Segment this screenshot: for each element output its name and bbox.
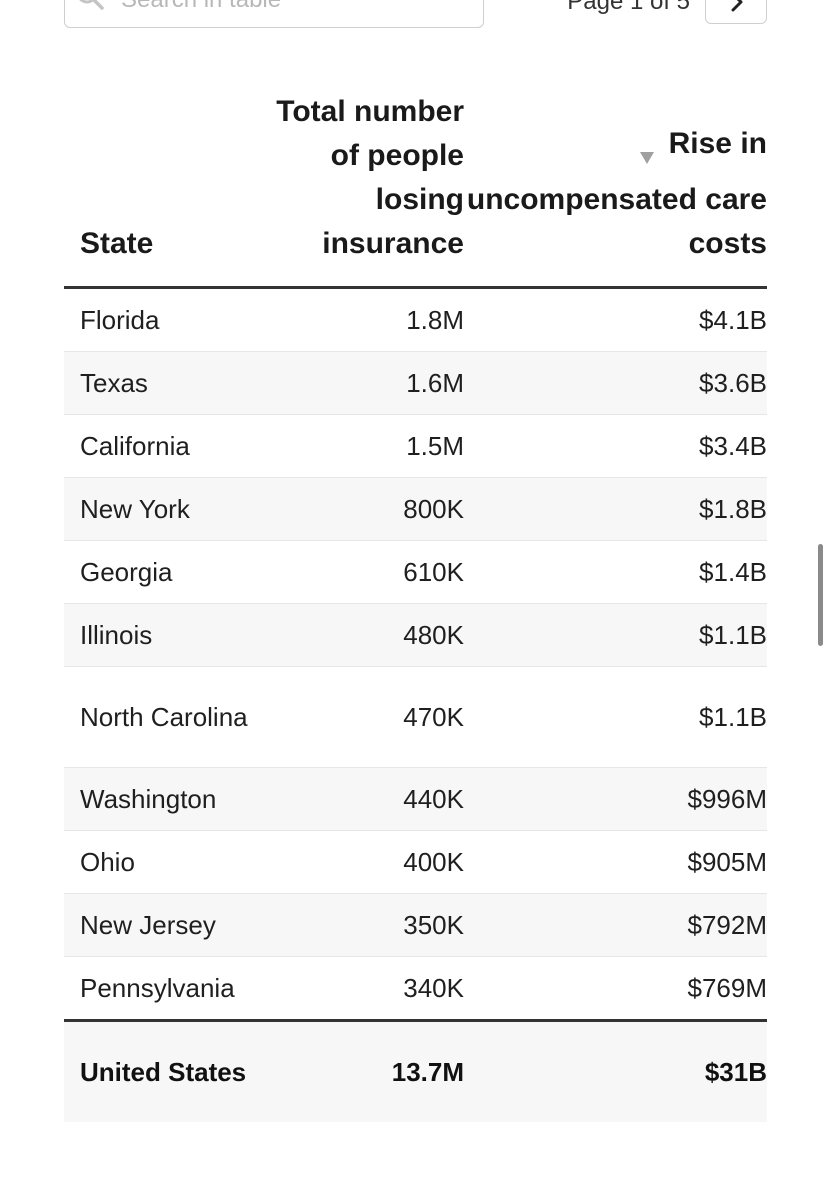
state-cell: New York (64, 477, 264, 541)
total-cost-cell: $31B (464, 1019, 767, 1122)
chevron-right-icon (731, 0, 743, 12)
cost-cell: $769M (464, 956, 767, 1021)
data-table: State Total number of people losing insu… (64, 78, 767, 1122)
column-header-people[interactable]: Total number of people losing insurance (264, 78, 464, 289)
table-row: California 1.5M $3.4B (64, 414, 767, 478)
cost-cell: $996M (464, 767, 767, 831)
table-row: Texas 1.6M $3.6B (64, 351, 767, 415)
state-cell: North Carolina (64, 666, 264, 768)
people-cell: 800K (264, 477, 464, 541)
state-cell: New Jersey (64, 893, 264, 957)
table-row: Ohio 400K $905M (64, 830, 767, 894)
people-cell: 610K (264, 540, 464, 604)
cost-cell: $1.1B (464, 603, 767, 667)
state-cell: Georgia (64, 540, 264, 604)
people-cell: 1.8M (264, 287, 464, 352)
search-box[interactable] (64, 0, 484, 28)
cost-cell: $1.1B (464, 666, 767, 768)
state-cell: Washington (64, 767, 264, 831)
table-row: New Jersey 350K $792M (64, 893, 767, 957)
people-cell: 440K (264, 767, 464, 831)
state-cell: Texas (64, 351, 264, 415)
people-cell: 480K (264, 603, 464, 667)
column-header-cost[interactable]: Rise in uncompensated care costs (464, 78, 767, 289)
people-cell: 1.5M (264, 414, 464, 478)
people-cell: 1.6M (264, 351, 464, 415)
search-icon (75, 0, 105, 17)
table-row: Florida 1.8M $4.1B (64, 287, 767, 352)
cost-cell: $792M (464, 893, 767, 957)
table-body: Florida 1.8M $4.1B Texas 1.6M $3.6B California… (64, 287, 767, 1021)
cost-cell: $4.1B (464, 287, 767, 352)
table-row: Illinois 480K $1.1B (64, 603, 767, 667)
people-cell: 400K (264, 830, 464, 894)
table-row: Pennsylvania 340K $769M (64, 956, 767, 1021)
state-cell: Pennsylvania (64, 956, 264, 1021)
total-state-cell: United States (64, 1019, 264, 1122)
column-header-label: Rise in uncompensated care costs (466, 127, 767, 260)
table-row: New York 800K $1.8B (64, 477, 767, 541)
table-toolbar: Page 1 of 5 (0, 0, 830, 40)
state-cell: Ohio (64, 830, 264, 894)
total-row: United States 13.7M $31B (64, 1019, 767, 1122)
total-people-cell: 13.7M (264, 1019, 464, 1122)
column-header-label: Total number of people losing insurance (276, 95, 464, 260)
state-cell: California (64, 414, 264, 478)
people-cell: 340K (264, 956, 464, 1021)
cost-cell: $1.4B (464, 540, 767, 604)
state-cell: Illinois (64, 603, 264, 667)
cost-cell: $1.8B (464, 477, 767, 541)
next-page-button[interactable] (705, 0, 767, 24)
table-row: Georgia 610K $1.4B (64, 540, 767, 604)
cost-cell: $3.6B (464, 351, 767, 415)
scrollbar-thumb[interactable] (818, 544, 823, 646)
cost-cell: $3.4B (464, 414, 767, 478)
table-row: North Carolina 470K $1.1B (64, 666, 767, 768)
sort-descending-icon (639, 134, 655, 178)
page-indicator: Page 1 of 5 (567, 0, 690, 15)
table-row: Washington 440K $996M (64, 767, 767, 831)
search-input[interactable] (121, 0, 461, 13)
column-header-state[interactable]: State (64, 78, 264, 289)
header-row: State Total number of people losing insu… (64, 78, 767, 289)
people-cell: 350K (264, 893, 464, 957)
cost-cell: $905M (464, 830, 767, 894)
column-header-label: State (80, 227, 154, 260)
people-cell: 470K (264, 666, 464, 768)
state-cell: Florida (64, 287, 264, 352)
